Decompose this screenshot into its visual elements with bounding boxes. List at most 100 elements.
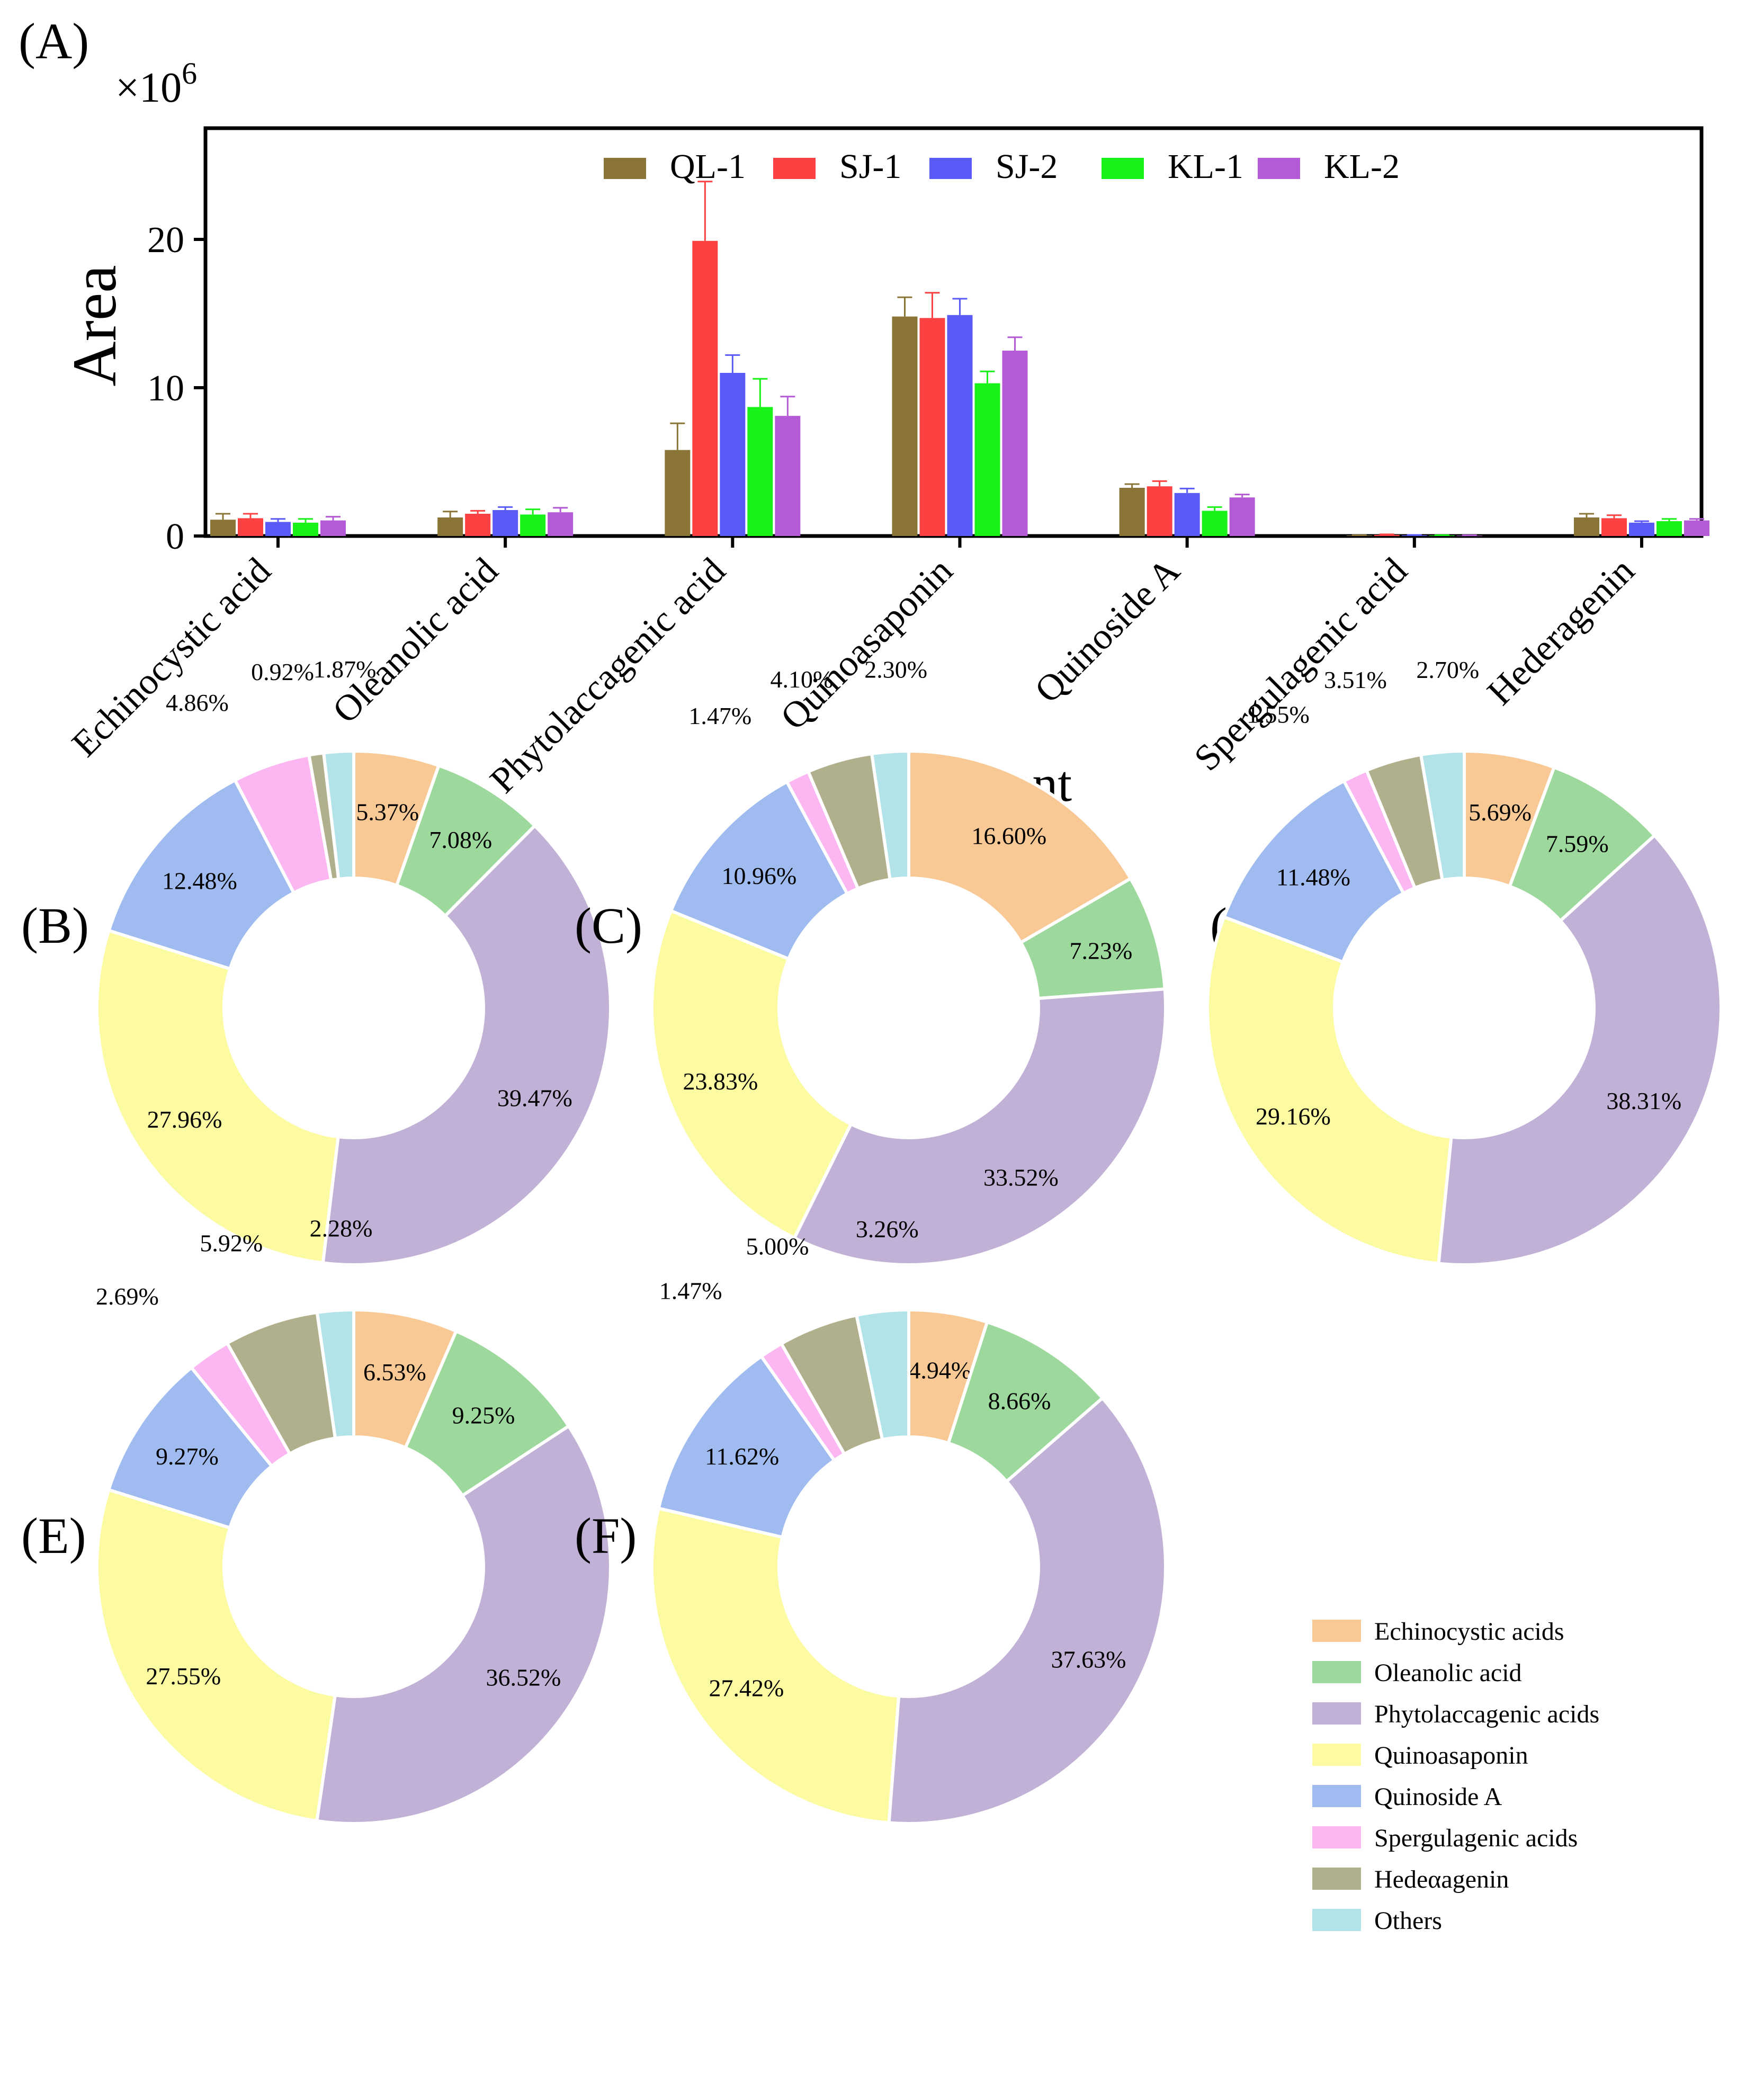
legend-swatch [1312,1661,1361,1683]
slice-label: 37.63% [1051,1646,1126,1673]
bar-sj-2 [1629,522,1654,536]
donut-slice [887,1396,1167,1825]
legend-swatch [1312,1702,1361,1725]
donut-panel-d: (D)5.69%7.59%38.31%29.16%11.48%1.55%3.51… [1206,656,1723,1266]
legend-swatch [1312,1785,1361,1807]
y-axis-label: Area [60,265,129,386]
x-tick-label: Echinocystic acid [64,550,279,765]
legend-label-ql-1: QL-1 [670,147,746,186]
bar-kl-1 [1656,521,1682,536]
bar-kl-1 [520,514,546,536]
legend-label: Phytolaccagenic acids [1374,1700,1599,1728]
slice-label: 9.25% [452,1402,515,1429]
bar-ql-1 [1119,488,1145,536]
slice-label: 7.59% [1546,830,1609,858]
bar-sj-2 [720,373,746,536]
donut-slice [1222,779,1406,964]
bar-kl-2 [775,416,801,536]
slice-label: 8.66% [988,1388,1051,1415]
legend-label: Spergulagenic acids [1374,1824,1578,1852]
panel-label-a: (A) [19,13,89,69]
bar-sj-2 [1174,493,1200,536]
bar-sj-1 [1147,486,1172,536]
slice-label: 1.87% [314,656,377,683]
slice-label: 11.62% [705,1443,779,1470]
x-tick-label: Phytolaccagenic acid [482,550,733,801]
legend-label: Others [1374,1907,1442,1935]
slice-label: 33.52% [983,1164,1059,1191]
x-tick-label: Hederagenin [1480,550,1642,713]
slice-label: 5.69% [1468,799,1532,826]
bar-layer: 0 10 20 Echinocystic acid Oleanolic acidPhyt… [64,147,1709,801]
bar-kl-2 [320,520,346,536]
bar-ql-1 [665,450,691,536]
donut-slice [650,1506,901,1825]
slice-label: 1.55% [1247,701,1310,728]
bar-ql-1 [1574,517,1599,536]
bar-kl-1 [747,407,773,536]
bar-sj-1 [238,518,263,536]
donut-panel-b: (B) 5.37% 7.08% 39.47% 27.96% 12.48% 4.86% 0.92… [21,656,612,1266]
donut-slice [669,780,849,961]
donut-slice [1206,915,1453,1265]
slice-label: 16.60% [971,823,1046,850]
legend-swatch [1312,1620,1361,1642]
y-tick-label: 0 [166,516,184,557]
slice-label: 4.86% [166,689,229,716]
legend-swatch-sj-2 [929,158,972,179]
bar-sj-1 [919,318,945,536]
x-tick-label: Spergulagenic acid [1187,550,1416,779]
bar-kl-2 [1229,497,1255,536]
slice-label: 2.28% [310,1214,373,1242]
bar-sj-2 [947,315,973,536]
donut-slice [321,749,355,881]
donut-slice [95,928,340,1265]
donut-slice [106,1365,274,1530]
panel-label: (C) [575,897,642,954]
slice-label: 9.27% [156,1443,219,1470]
donut-slice [907,749,1133,945]
bar-ql-1 [892,316,918,536]
legend-swatch-kl-2 [1258,158,1300,179]
donut-slice [854,1308,910,1442]
legend-label-kl-1: KL-1 [1168,147,1243,186]
donut-panel-c: (C) 16.60% 7.23% 33.52% 23.83% 10.96% 1.47% 4.1… [575,656,1167,1266]
x-tick-label: Quinoside A [1027,550,1188,711]
legend-label: Quinoside A [1374,1783,1502,1811]
slice-label: 39.47% [497,1085,572,1112]
donut-slice [315,1308,355,1440]
slice-label: 7.08% [429,826,492,853]
donut-slice [95,1487,337,1823]
donut-slice [403,1329,571,1498]
x-tick-label: Quinoasaponin [773,550,961,738]
slice-label: 2.30% [864,656,927,683]
slice-label: 5.92% [200,1229,263,1256]
donut-slice [657,1354,837,1539]
slice-label: 1.47% [688,702,751,729]
legend-label: Quinoasaponin [1374,1741,1528,1770]
slice-label: 3.26% [856,1216,919,1243]
donut-slice [792,987,1167,1266]
bar-kl-1 [1202,511,1228,536]
slice-label: 6.53% [363,1359,426,1386]
donut-slice [650,908,853,1240]
donut-slice [106,778,296,971]
slice-label: 2.69% [96,1283,159,1310]
legend-label-kl-2: KL-2 [1324,147,1400,186]
slice-label: 23.83% [683,1068,758,1095]
bar-kl-1 [293,522,318,536]
slice-label: 5.00% [746,1232,809,1260]
legend-label-sj-2: SJ-2 [996,147,1058,186]
slice-label: 0.92% [251,658,314,685]
bar-sj-2 [265,522,291,536]
bar-sj-2 [493,510,518,536]
donut-slice [315,1424,612,1825]
slice-label: 12.48% [162,868,237,895]
legend-label: Echinocystic acids [1374,1618,1564,1646]
slice-label: 36.52% [486,1664,561,1691]
donut-slice [870,749,910,881]
y-tick-label: 20 [147,220,184,261]
bar-kl-2 [1002,351,1028,536]
pie-layer: (B) 5.37% 7.08% 39.47% 27.96% 12.48% 4.86% 0.92… [21,656,1723,1825]
